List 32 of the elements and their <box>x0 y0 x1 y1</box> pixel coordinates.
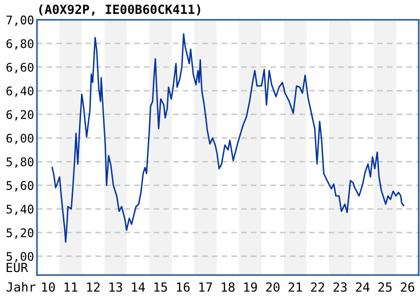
x-tick-label: 10 <box>42 282 55 292</box>
y-tick-label: 6,00 <box>6 134 34 144</box>
x-tick-label: 25 <box>378 282 392 292</box>
y-tick-label: 5,20 <box>6 228 34 239</box>
y-tick-label: 6,60 <box>6 62 34 74</box>
x-tick-label: 11 <box>64 282 78 292</box>
x-tick-label: 23 <box>334 282 347 292</box>
x-tick-label: 26 <box>400 282 414 292</box>
y-tick-label: 6,20 <box>6 110 34 121</box>
x-tick-label: 21 <box>288 282 302 292</box>
x-tick-label: 19 <box>244 282 257 292</box>
x-tick-label: 22 <box>311 282 324 292</box>
y-tick-label: 6,80 <box>6 39 34 50</box>
y-tick-label: 5,40 <box>6 204 34 216</box>
y-axis-title: EUR <box>6 262 28 272</box>
x-tick-label: 18 <box>222 282 235 292</box>
x-axis-title: Jahr <box>6 282 36 292</box>
line-series <box>52 33 404 243</box>
x-tick-label: 16 <box>176 282 190 292</box>
chart-title: (A0X92P, IE00B60CK411) <box>39 4 200 16</box>
x-tick-label: 15 <box>154 282 167 292</box>
x-tick-label: 20 <box>266 282 280 292</box>
y-tick-label: 6,40 <box>6 86 34 97</box>
x-tick-label: 14 <box>132 282 145 292</box>
y-tick-label: 7,00 <box>6 16 34 26</box>
x-tick-label: 24 <box>356 282 370 292</box>
y-tick-label: 5,00 <box>6 252 34 262</box>
y-tick-label: 5,60 <box>6 181 34 192</box>
x-tick-label: 17 <box>199 282 212 292</box>
x-tick-label: 12 <box>87 282 100 292</box>
x-tick-label: 13 <box>110 282 122 292</box>
y-tick-label: 5,80 <box>6 157 34 168</box>
